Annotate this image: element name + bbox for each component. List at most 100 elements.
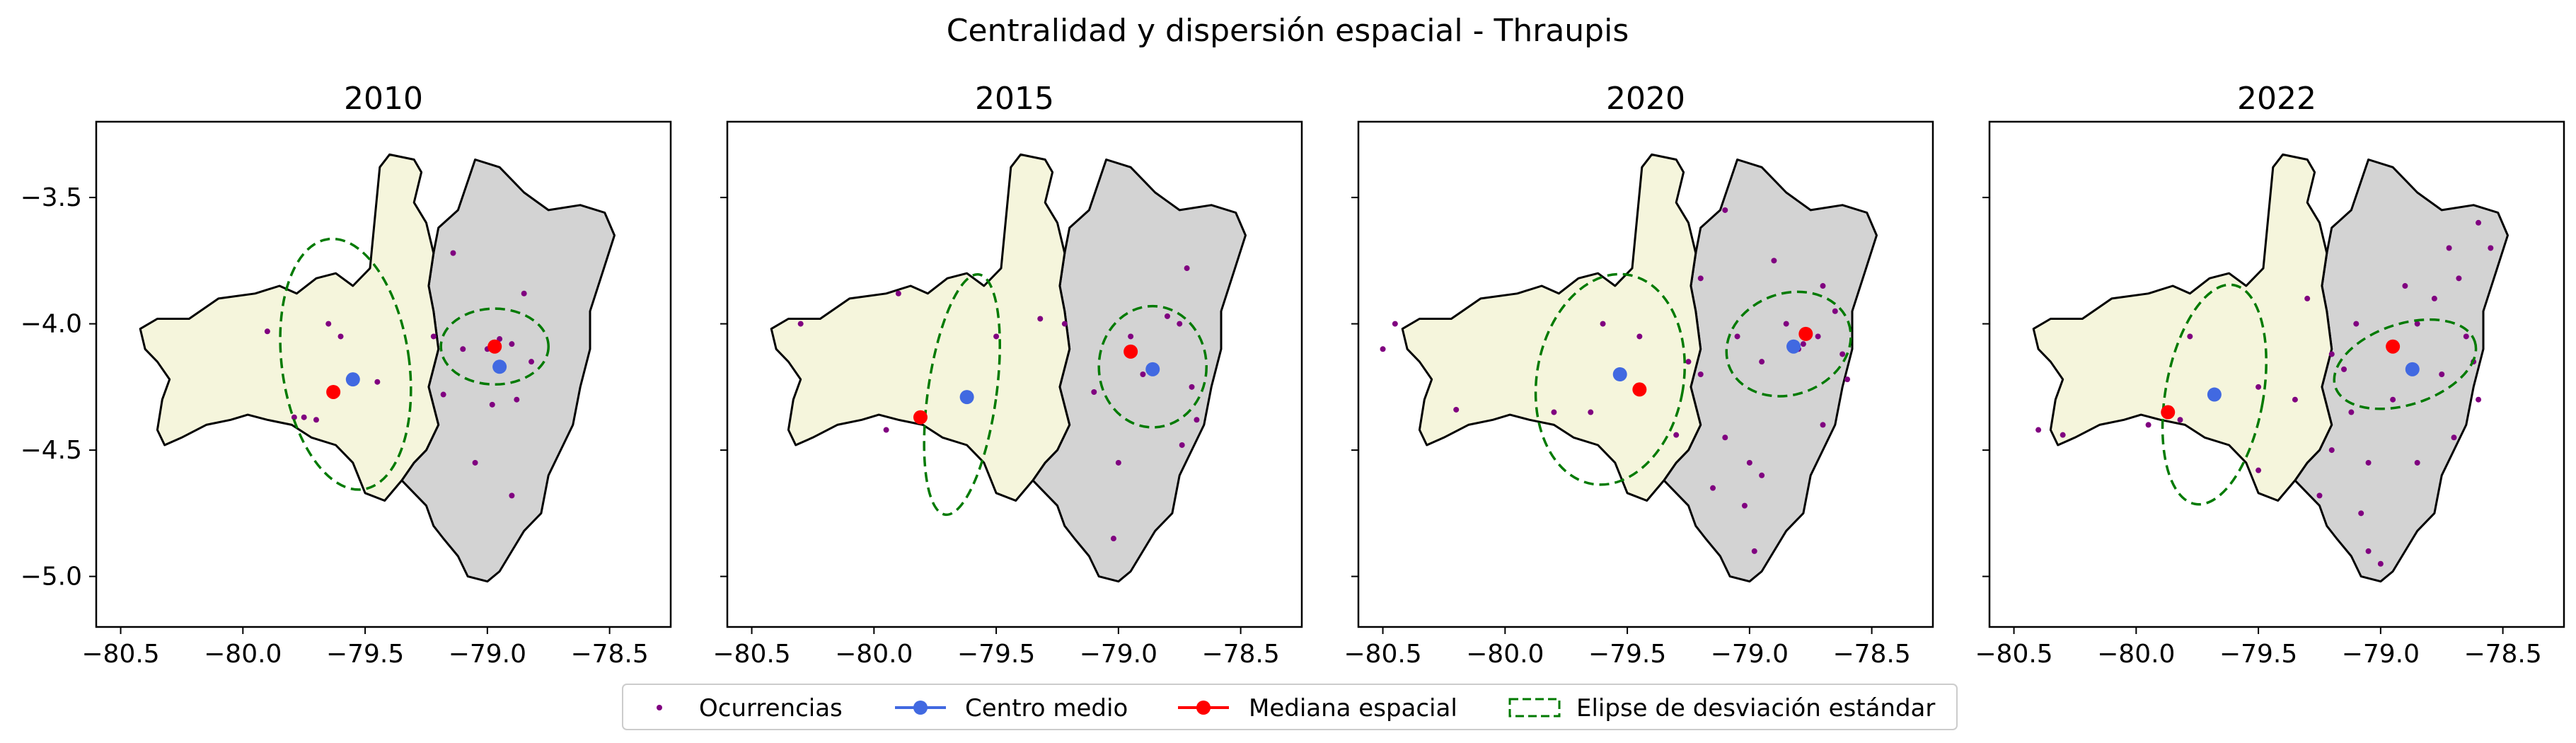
occurrence-point (1783, 321, 1789, 327)
occurrence-point (2365, 459, 2372, 466)
legend-item-ocurrencias: Ocurrencias (657, 694, 843, 722)
occurrence-point (301, 414, 307, 420)
occurrence-point (337, 333, 344, 340)
occurrence-point (2414, 321, 2420, 327)
occurrence-point (2145, 422, 2152, 428)
occurrence-point (1177, 321, 1183, 327)
occurrence-point (1091, 388, 1097, 395)
occurrence-point (993, 333, 1000, 340)
occurrence-point (374, 379, 381, 385)
mean-center (959, 390, 974, 405)
median-center (1632, 382, 1647, 397)
x-tick-label: −79.5 (1588, 640, 1666, 669)
occurrence-point (1685, 359, 1692, 365)
occurrence-point (2365, 548, 2372, 554)
occurrence-point (2488, 245, 2494, 251)
std-ellipse (1534, 272, 1687, 486)
region-west (1401, 153, 1702, 502)
occurrence-point (1759, 359, 1765, 365)
x-tick-label: −80.0 (835, 640, 913, 669)
occurrence-point (2353, 321, 2360, 327)
median-center (2161, 405, 2176, 420)
panel-2022: 2022 −80.5 −80.0 −79.5 −79.0 −78.5 (1975, 81, 2565, 669)
x-tick-label: −80.5 (1344, 640, 1421, 669)
occurrence-point (2292, 396, 2298, 403)
panels: 2010 −80.5 −80.0 −79.5 −79.0 −78.5 −3.5 −4.0 −4.… (21, 81, 2565, 669)
median-center (1124, 344, 1138, 359)
mean-center (1145, 362, 1160, 376)
occurrence-point (2456, 275, 2462, 282)
legend-elipse-patch (1508, 698, 1561, 718)
std-ellipse (2161, 283, 2268, 506)
panel-title: 2010 (344, 81, 423, 117)
occurrence-point (1722, 207, 1728, 213)
occurrence-point (313, 417, 319, 423)
occurrence-point (1600, 321, 1606, 327)
occurrence-point (1673, 432, 1680, 438)
occurrence-point (1751, 548, 1757, 554)
region-west (2032, 153, 2333, 502)
x-tick-label: −78.5 (2464, 640, 2541, 669)
occurrence-point (2358, 510, 2364, 517)
occurrence-point (1588, 409, 1594, 415)
x-tick-label: −79.5 (326, 640, 404, 669)
occurrence-point (2316, 493, 2323, 499)
mean-center (2405, 362, 2420, 376)
x-tick-label: −79.0 (2342, 640, 2420, 669)
occurrence-point (1820, 422, 1826, 428)
occurrence-point (2402, 283, 2408, 289)
occurrence-point (1820, 283, 1826, 289)
occurrence-point (450, 250, 456, 256)
occurrence-point (1184, 265, 1190, 272)
mean-center (1786, 339, 1801, 354)
median-center (1798, 326, 1813, 341)
region-west (770, 153, 1071, 502)
occurrence-point (1697, 372, 1704, 377)
occurrence-point (1741, 502, 1748, 509)
occurrence-point (1697, 275, 1704, 282)
occurrence-point (2187, 333, 2193, 340)
median-center (326, 384, 341, 399)
occurrence-point (1832, 308, 1838, 314)
mean-center (345, 372, 360, 387)
occurrence-point (2328, 447, 2335, 454)
occurrence-point (2348, 409, 2355, 415)
x-tick-label: −78.5 (1201, 640, 1279, 669)
occurrence-point (2177, 417, 2183, 423)
occurrence-point (2431, 295, 2437, 301)
x-tick-label: −80.0 (204, 640, 282, 669)
occurrence-point (2256, 384, 2262, 390)
panel-2010: 2010 −80.5 −80.0 −79.5 −79.0 −78.5 −3.5 −4.0 −4.… (21, 81, 672, 669)
std-ellipse (439, 307, 550, 386)
occurrence-point (2390, 396, 2396, 403)
legend-item-elipse: Elipse de desviación estándar (1508, 694, 1935, 722)
occurrence-point (1759, 472, 1765, 478)
std-ellipse (1725, 290, 1852, 398)
legend-frame (622, 684, 1958, 730)
x-tick-label: −80.5 (1975, 640, 2052, 669)
occurrence-point (509, 341, 515, 347)
legend-item-centro: Centro medio (895, 694, 1128, 722)
occurrence-point (883, 427, 889, 433)
x-tick-label: −79.5 (957, 640, 1035, 669)
panel-title: 2020 (1606, 81, 1685, 117)
occurrence-point (521, 290, 527, 296)
region-west (139, 153, 440, 502)
x-tick-label: −80.0 (2097, 640, 2175, 669)
y-tick-label: −3.5 (21, 183, 82, 212)
occurrence-point (291, 414, 297, 420)
x-tick-label: −79.5 (2219, 640, 2297, 669)
std-ellipse (279, 237, 412, 491)
occurrence-point (1194, 417, 1200, 423)
occurrence-point (2451, 434, 2457, 441)
x-tick-label: −79.0 (1711, 640, 1789, 669)
occurrence-point (2341, 366, 2347, 372)
occurrence-point (514, 396, 520, 403)
occurrence-point (2256, 467, 2262, 473)
axes-frame (1988, 120, 2565, 628)
median-center (2386, 339, 2401, 354)
occurrence-point (430, 333, 437, 340)
occurrence-point (460, 346, 466, 352)
legend-ocurrencias-label: Ocurrencias (699, 694, 843, 722)
